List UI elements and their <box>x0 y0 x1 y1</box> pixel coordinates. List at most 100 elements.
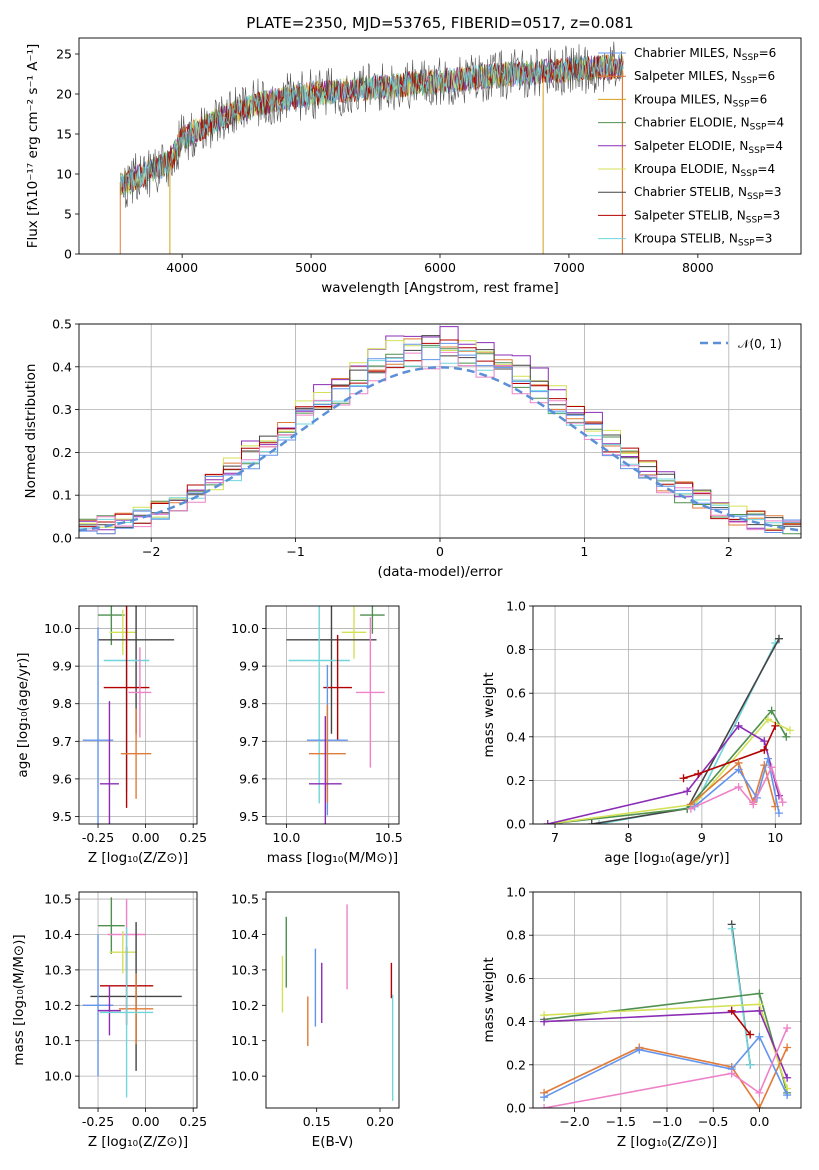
y-axis-label: Flux [fλ10⁻¹⁷ erg cm⁻² s⁻¹ A⁻¹] <box>25 44 41 249</box>
data-point <box>760 737 769 746</box>
gaussian-curve <box>79 366 801 532</box>
y-tick-label: 10.2 <box>44 998 72 1013</box>
data-point <box>783 1073 792 1082</box>
axes-frame <box>532 891 802 1109</box>
series-line <box>683 725 777 779</box>
x-tick-label: −1 <box>286 544 304 559</box>
axes-frame <box>78 37 802 255</box>
x-tick-label: −2 <box>142 544 160 559</box>
x-tick-label: -0.25 <box>82 1114 114 1129</box>
y-tick-label: 15 <box>56 127 72 142</box>
y-axis-label: age [log₁₀(age/yr)] <box>15 652 31 777</box>
y-tick-label: 9.5 <box>239 809 259 824</box>
data-point <box>774 809 783 818</box>
y-tick-label: 0.3 <box>52 402 72 417</box>
legend-label: Salpeter MILES, NSSP=6 <box>634 69 775 86</box>
y-axis-label: Normed distribution <box>23 364 39 499</box>
y-tick-label: 25 <box>56 47 72 62</box>
panel-z-weight: −2.0 −1.5 −1.0 −0.5 0.0 0.0 0.2 0.4 0.6 0.8 1.0 Z [… <box>481 885 802 1150</box>
x-axis-label: (data-model)/error <box>377 564 503 580</box>
legend-label: Kroupa ELODIE, NSSP=4 <box>634 162 775 179</box>
x-tick-label: 0.00 <box>132 830 160 845</box>
data-point <box>771 721 780 730</box>
data-point <box>734 765 743 774</box>
data-point <box>785 726 794 735</box>
x-tick-label: 0.15 <box>303 1114 331 1129</box>
y-tick-label: 10.0 <box>44 1069 72 1084</box>
data-point <box>755 989 764 998</box>
x-tick-label: 4000 <box>166 260 198 275</box>
data-point <box>540 1104 549 1108</box>
y-tick-label: 9.9 <box>239 659 259 674</box>
x-tick-label: 0.20 <box>366 1114 394 1129</box>
panel-spectrum: 4000 5000 6000 7000 8000 0 5 10 15 20 25 wavelength… <box>25 37 802 296</box>
axes-frame <box>532 605 802 825</box>
axes-frame <box>265 605 400 825</box>
legend: Chabrier MILES, NSSP=6 Salpeter MILES, NS… <box>598 46 784 249</box>
x-tick-label: 8 <box>624 830 632 845</box>
x-tick-label: 7000 <box>553 260 585 275</box>
data-point <box>727 1069 736 1078</box>
y-tick-label: 10.1 <box>231 1033 259 1048</box>
data-point <box>679 774 688 783</box>
data-point <box>635 1045 644 1054</box>
x-axis-label: wavelength [Angstrom, rest frame] <box>321 280 559 296</box>
x-axis-label: Z [log₁₀(Z/Z⊙)] <box>617 1134 717 1150</box>
data-point <box>543 820 552 824</box>
legend-label: Salpeter STELIB, NSSP=3 <box>634 208 780 225</box>
y-tick-label: 5 <box>64 207 72 222</box>
data-point <box>755 1032 764 1041</box>
panel-mass-age: 10.0 10.5 9.5 9.6 9.7 9.8 9.9 10.0 mass [log₁₀(M… <box>231 605 403 866</box>
plot-area <box>119 41 624 254</box>
data-point <box>746 1060 755 1069</box>
legend: 𝒩(0, 1) <box>700 337 782 351</box>
legend-label: Chabrier MILES, NSSP=6 <box>634 46 776 63</box>
y-tick-label: 0.6 <box>506 686 526 701</box>
y-tick-label: 10 <box>56 167 72 182</box>
y-tick-label: 9.7 <box>239 734 259 749</box>
data-point <box>755 1104 764 1108</box>
data-point <box>783 1091 792 1100</box>
series-line <box>598 642 777 824</box>
x-tick-label: 10.0 <box>273 830 301 845</box>
x-tick-label: 0 <box>436 544 444 559</box>
y-tick-label: 20 <box>56 87 72 102</box>
plot-area <box>281 904 394 1101</box>
y-tick-label: 0.4 <box>506 1014 526 1029</box>
y-tick-label: 0.4 <box>52 359 72 374</box>
panel-ebv-mass: 0.15 0.20 10.0 10.1 10.2 10.3 10.4 10.5 E(B-V) <box>231 891 400 1150</box>
data-point <box>746 1030 755 1039</box>
y-tick-label: 0.6 <box>506 971 526 986</box>
y-tick-label: 9.8 <box>239 696 259 711</box>
data-point <box>540 1017 549 1026</box>
chart-title: PLATE=2350, MJD=53765, FIBERID=0517, z=0… <box>246 14 633 32</box>
plot-area <box>82 606 175 824</box>
plot-area <box>543 634 794 824</box>
y-tick-label: 10.0 <box>231 621 259 636</box>
plot-area <box>540 920 792 1108</box>
plot-area <box>286 606 385 824</box>
x-axis-label: Z [log₁₀(Z/Z⊙)] <box>88 1134 188 1150</box>
x-tick-label: 0.0 <box>749 1114 769 1129</box>
data-point <box>767 706 776 715</box>
data-point <box>540 1093 549 1102</box>
data-point <box>727 1006 736 1015</box>
data-point <box>749 800 758 809</box>
y-tick-label: 0.0 <box>506 1101 526 1116</box>
axes-frame <box>78 323 802 539</box>
panel-z-age: -0.25 0.00 0.25 9.5 9.6 9.7 9.8 9.9 10.0 Z [log₁₀… <box>15 605 207 866</box>
y-tick-label: 0.8 <box>506 642 526 657</box>
y-tick-label: 9.7 <box>52 734 72 749</box>
legend-label: Kroupa MILES, NSSP=6 <box>634 92 767 109</box>
y-tick-label: 9.6 <box>239 771 259 786</box>
x-tick-label: −1.5 <box>606 1114 636 1129</box>
x-tick-label: 1 <box>580 544 588 559</box>
data-point <box>755 1006 764 1015</box>
x-tick-label: 2 <box>725 544 733 559</box>
panel-age-weight: 7 8 9 10 0.0 0.2 0.4 0.6 0.8 1.0 age [log₁₀(age/yr… <box>481 599 802 866</box>
y-tick-label: 0.0 <box>506 817 526 832</box>
y-axis-label: mass weight <box>481 957 497 1042</box>
y-tick-label: 0.0 <box>52 531 72 546</box>
data-point <box>755 1088 764 1097</box>
